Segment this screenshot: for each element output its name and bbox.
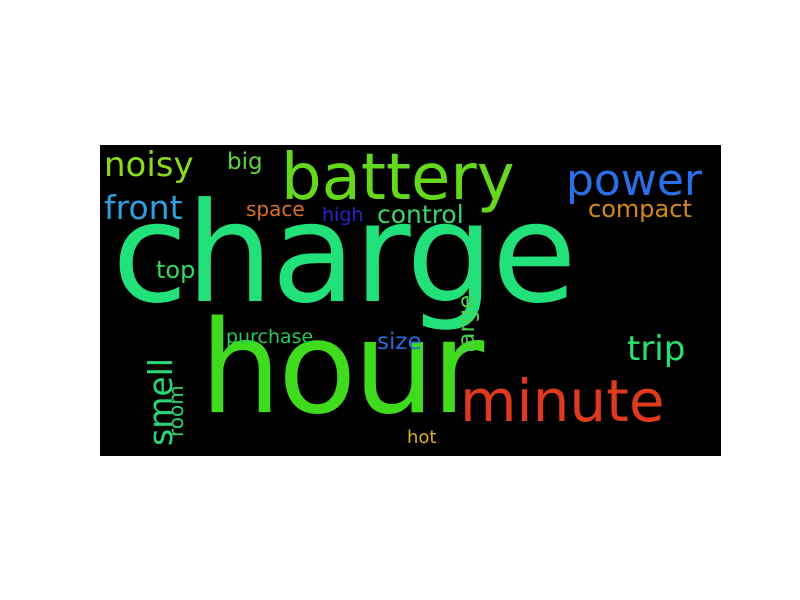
word-noisy: noisy bbox=[104, 145, 194, 185]
word-big: big bbox=[227, 149, 263, 175]
word-minute: minute bbox=[460, 367, 665, 435]
word-top: top bbox=[156, 256, 196, 284]
word-trip: trip bbox=[627, 329, 686, 369]
word-large: large bbox=[454, 294, 480, 353]
word-front: front bbox=[104, 188, 183, 227]
word-hour: hour bbox=[200, 294, 484, 443]
word-charge: charge bbox=[112, 173, 577, 334]
word-power: power bbox=[566, 155, 702, 206]
word-size: size bbox=[377, 329, 422, 355]
word-compact: compact bbox=[588, 195, 692, 223]
word-cloud: charge hour battery minute power noisy f… bbox=[100, 145, 721, 456]
word-control: control bbox=[377, 200, 464, 229]
word-room: room bbox=[164, 385, 188, 437]
word-high: high bbox=[322, 204, 364, 226]
word-purchase: purchase bbox=[226, 326, 314, 348]
word-space: space bbox=[246, 197, 305, 221]
word-battery: battery bbox=[281, 145, 515, 215]
word-hot: hot bbox=[407, 427, 437, 448]
